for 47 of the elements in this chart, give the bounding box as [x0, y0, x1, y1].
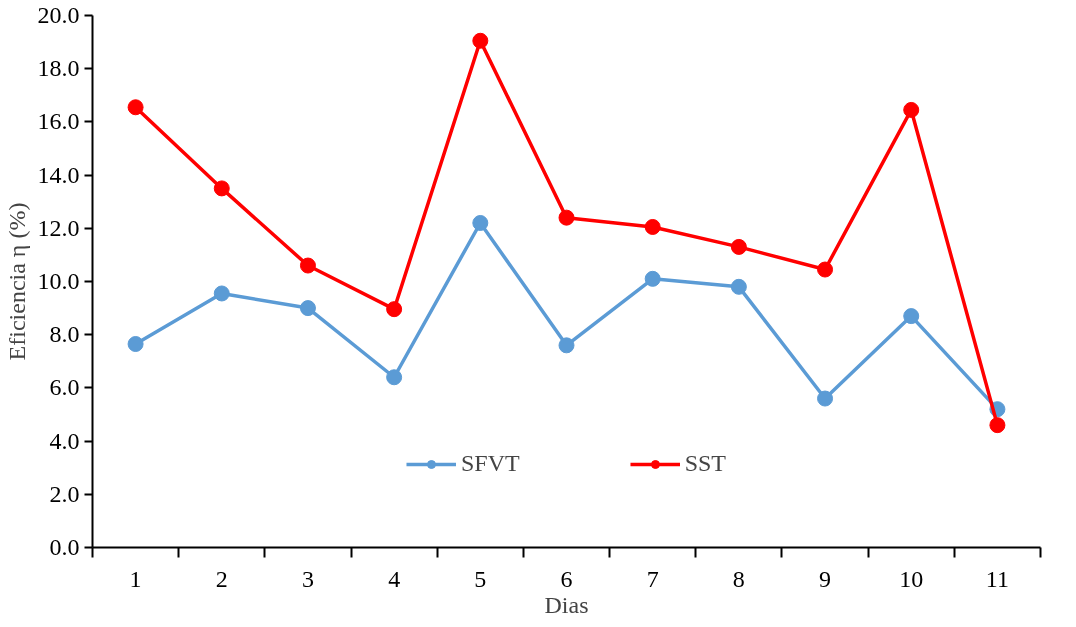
- y-tick-label: 4.0: [49, 427, 80, 454]
- x-tick-label: 9: [819, 565, 832, 592]
- point: [730, 278, 747, 295]
- point: [817, 261, 834, 278]
- x-tick-label: 7: [646, 565, 659, 592]
- point: [558, 209, 575, 226]
- y-tick-label: 6.0: [49, 374, 80, 401]
- point: [817, 390, 834, 407]
- x-tick-label: 4: [388, 565, 401, 592]
- y-tick-label: 12.0: [37, 214, 80, 241]
- point: [127, 99, 144, 116]
- point: [213, 180, 230, 197]
- point: [903, 101, 920, 118]
- legend-label: SFVT: [460, 450, 520, 477]
- y-tick-label: 10.0: [37, 268, 80, 294]
- point: [730, 238, 747, 255]
- y-tick-label: 18.0: [37, 55, 80, 82]
- point: [558, 337, 575, 354]
- y-tick-label: 20.0: [37, 2, 80, 28]
- legend-label: SST: [684, 450, 727, 477]
- x-tick-label: 11: [985, 565, 1009, 592]
- y-tick-label: 14.0: [37, 161, 80, 188]
- y-tick-label: 8.0: [49, 321, 80, 348]
- point: [903, 308, 920, 325]
- point: [472, 32, 489, 49]
- point: [989, 417, 1006, 434]
- y-axis-title: Eficiencia η (%): [3, 202, 30, 361]
- point: [213, 285, 230, 302]
- x-tick-label: 10: [899, 565, 924, 592]
- y-tick-label: 0.0: [49, 534, 80, 560]
- x-tick-label: 5: [474, 565, 487, 592]
- point: [299, 300, 316, 317]
- point: [127, 336, 144, 352]
- point: [386, 301, 403, 318]
- point: [386, 369, 403, 386]
- point: [472, 214, 489, 231]
- y-tick-label: 16.0: [37, 108, 80, 135]
- x-tick-label: 1: [129, 565, 142, 592]
- x-tick-label: 2: [215, 565, 228, 592]
- x-axis-title: Dias: [544, 591, 589, 618]
- x-tick-label: 8: [732, 565, 745, 592]
- point: [299, 257, 316, 274]
- x-tick-label: 6: [560, 565, 573, 592]
- y-tick-label: 2.0: [49, 480, 80, 507]
- point: [644, 270, 661, 287]
- x-tick-label: 3: [301, 565, 314, 592]
- point: [644, 218, 661, 235]
